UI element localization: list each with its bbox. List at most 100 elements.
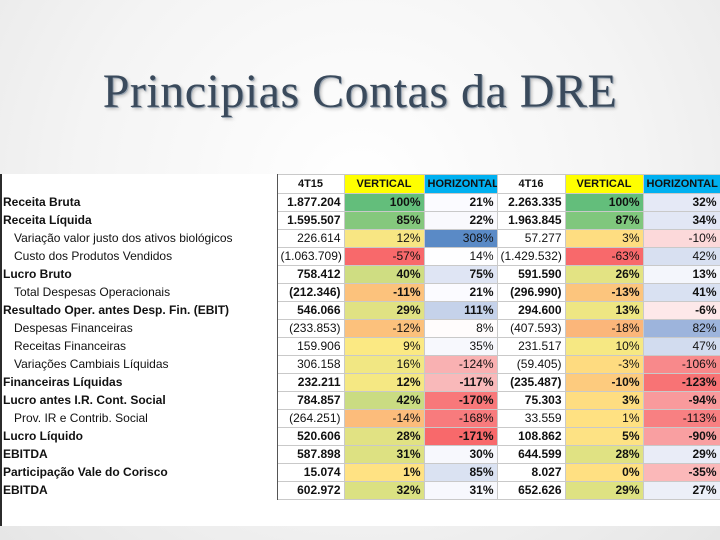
- table-row: EBITDA 587.898 31% 30% 644.599 28% 29%: [0, 445, 720, 464]
- header-horizontal-4t15: HORIZONTAL: [423, 174, 498, 194]
- cell-horizontal-4t16: -90%: [642, 427, 720, 446]
- cell-vertical-4t16: 87%: [564, 211, 644, 230]
- row-label: Lucro antes I.R. Cont. Social: [0, 391, 278, 410]
- cell-vertical-4t16: 0%: [564, 463, 644, 482]
- cell-vertical-4t15: 31%: [343, 445, 425, 464]
- cell-horizontal-4t15: 21%: [423, 283, 498, 302]
- row-label: Participação Vale do Corisco: [0, 463, 278, 482]
- cell-horizontal-4t16: 29%: [642, 445, 720, 464]
- cell-value-4t16: (235.487): [496, 373, 566, 392]
- table-row: Receita Bruta 1.877.204 100% 21% 2.263.335 10…: [0, 193, 720, 212]
- header-4t16: 4T16: [496, 174, 566, 194]
- cell-value-4t15: 587.898: [276, 445, 345, 464]
- cell-horizontal-4t16: -113%: [642, 409, 720, 428]
- table-row: Total Despesas Operacionais (212.346) -11%…: [0, 283, 720, 302]
- row-label: Lucro Bruto: [0, 265, 278, 284]
- table-row: Despesas Financeiras (233.853) -12% 8% (407.…: [0, 319, 720, 338]
- cell-vertical-4t15: 28%: [343, 427, 425, 446]
- cell-vertical-4t16: 100%: [564, 193, 644, 212]
- cell-vertical-4t16: -18%: [564, 319, 644, 338]
- header-horizontal-4t16: HORIZONTAL: [642, 174, 720, 194]
- cell-horizontal-4t16: -35%: [642, 463, 720, 482]
- cell-vertical-4t15: 32%: [343, 481, 425, 500]
- cell-value-4t16: 33.559: [496, 409, 566, 428]
- cell-value-4t15: 159.906: [276, 337, 345, 356]
- cell-vertical-4t15: 29%: [343, 301, 425, 320]
- cell-vertical-4t16: -13%: [564, 283, 644, 302]
- cell-value-4t16: 8.027: [496, 463, 566, 482]
- cell-value-4t16: 108.862: [496, 427, 566, 446]
- cell-horizontal-4t16: 47%: [642, 337, 720, 356]
- cell-vertical-4t16: 26%: [564, 265, 644, 284]
- cell-horizontal-4t15: 35%: [423, 337, 498, 356]
- table-row: Variações Cambiais Líquidas 306.158 16% -12…: [0, 355, 720, 374]
- table-row: Custo dos Produtos Vendidos (1.063.709) -5…: [0, 247, 720, 266]
- cell-vertical-4t16: 3%: [564, 391, 644, 410]
- cell-value-4t16: 231.517: [496, 337, 566, 356]
- cell-horizontal-4t15: -117%: [423, 373, 498, 392]
- cell-horizontal-4t15: -124%: [423, 355, 498, 374]
- cell-vertical-4t16: 13%: [564, 301, 644, 320]
- cell-value-4t16: 75.303: [496, 391, 566, 410]
- cell-horizontal-4t16: 13%: [642, 265, 720, 284]
- cell-horizontal-4t16: 82%: [642, 319, 720, 338]
- cell-horizontal-4t16: -6%: [642, 301, 720, 320]
- cell-value-4t15: 784.857: [276, 391, 345, 410]
- cell-value-4t15: 232.211: [276, 373, 345, 392]
- row-label: Total Despesas Operacionais: [0, 283, 278, 302]
- table-row: Lucro antes I.R. Cont. Social 784.857 42% -…: [0, 391, 720, 410]
- row-label: Receita Bruta: [0, 193, 278, 212]
- cell-value-4t16: (59.405): [496, 355, 566, 374]
- cell-value-4t15: 1.877.204: [276, 193, 345, 212]
- cell-vertical-4t15: 85%: [343, 211, 425, 230]
- row-label: Receita Líquida: [0, 211, 278, 230]
- cell-vertical-4t15: 12%: [343, 373, 425, 392]
- cell-horizontal-4t16: 42%: [642, 247, 720, 266]
- cell-value-4t16: 1.963.845: [496, 211, 566, 230]
- cell-horizontal-4t16: 32%: [642, 193, 720, 212]
- cell-value-4t16: (1.429.532): [496, 247, 566, 266]
- table-row: Financeiras Líquidas 232.211 12% -117% (235.…: [0, 373, 720, 392]
- cell-value-4t15: (264.251): [276, 409, 345, 428]
- cell-value-4t15: (1.063.709): [276, 247, 345, 266]
- cell-value-4t16: (407.593): [496, 319, 566, 338]
- row-label: Prov. IR e Contrib. Social: [0, 409, 278, 428]
- table-row: Lucro Líquido 520.606 28% -171% 108.862 5% -90…: [0, 427, 720, 446]
- row-label: Lucro Líquido: [0, 427, 278, 446]
- table-row: Resultado Oper. antes Desp. Fin. (EBIT) 5…: [0, 301, 720, 320]
- table-row: Lucro Bruto 758.412 40% 75% 591.590 26% 13%: [0, 265, 720, 284]
- cell-value-4t16: 591.590: [496, 265, 566, 284]
- cell-horizontal-4t15: -170%: [423, 391, 498, 410]
- table-row: Variação valor justo dos ativos biológic…: [0, 229, 720, 248]
- cell-horizontal-4t15: 111%: [423, 301, 498, 320]
- cell-vertical-4t16: -63%: [564, 247, 644, 266]
- cell-vertical-4t16: 1%: [564, 409, 644, 428]
- cell-vertical-4t15: -57%: [343, 247, 425, 266]
- row-label: Variação valor justo dos ativos biológic…: [0, 229, 278, 248]
- cell-vertical-4t16: -10%: [564, 373, 644, 392]
- header-4t15: 4T15: [276, 174, 345, 194]
- cell-value-4t16: 57.277: [496, 229, 566, 248]
- cell-horizontal-4t15: -171%: [423, 427, 498, 446]
- cell-vertical-4t15: 42%: [343, 391, 425, 410]
- cell-value-4t15: 758.412: [276, 265, 345, 284]
- cell-horizontal-4t16: 34%: [642, 211, 720, 230]
- cell-horizontal-4t15: 22%: [423, 211, 498, 230]
- cell-vertical-4t15: -14%: [343, 409, 425, 428]
- row-label: EBITDA: [0, 445, 278, 464]
- header-label-cell: [0, 174, 278, 194]
- row-label: EBITDA: [0, 481, 278, 500]
- cell-value-4t16: 652.626: [496, 481, 566, 500]
- header-vertical-4t15: VERTICAL: [343, 174, 425, 194]
- cell-vertical-4t16: 3%: [564, 229, 644, 248]
- cell-value-4t16: 644.599: [496, 445, 566, 464]
- cell-horizontal-4t16: 41%: [642, 283, 720, 302]
- row-label: Receitas Financeiras: [0, 337, 278, 356]
- cell-vertical-4t15: 100%: [343, 193, 425, 212]
- row-label: Variações Cambiais Líquidas: [0, 355, 278, 374]
- table-row: Participação Vale do Corisco 15.074 1% 85% 8…: [0, 463, 720, 482]
- cell-value-4t15: 520.606: [276, 427, 345, 446]
- cell-vertical-4t15: -11%: [343, 283, 425, 302]
- cell-value-4t15: 602.972: [276, 481, 345, 500]
- cell-horizontal-4t15: 85%: [423, 463, 498, 482]
